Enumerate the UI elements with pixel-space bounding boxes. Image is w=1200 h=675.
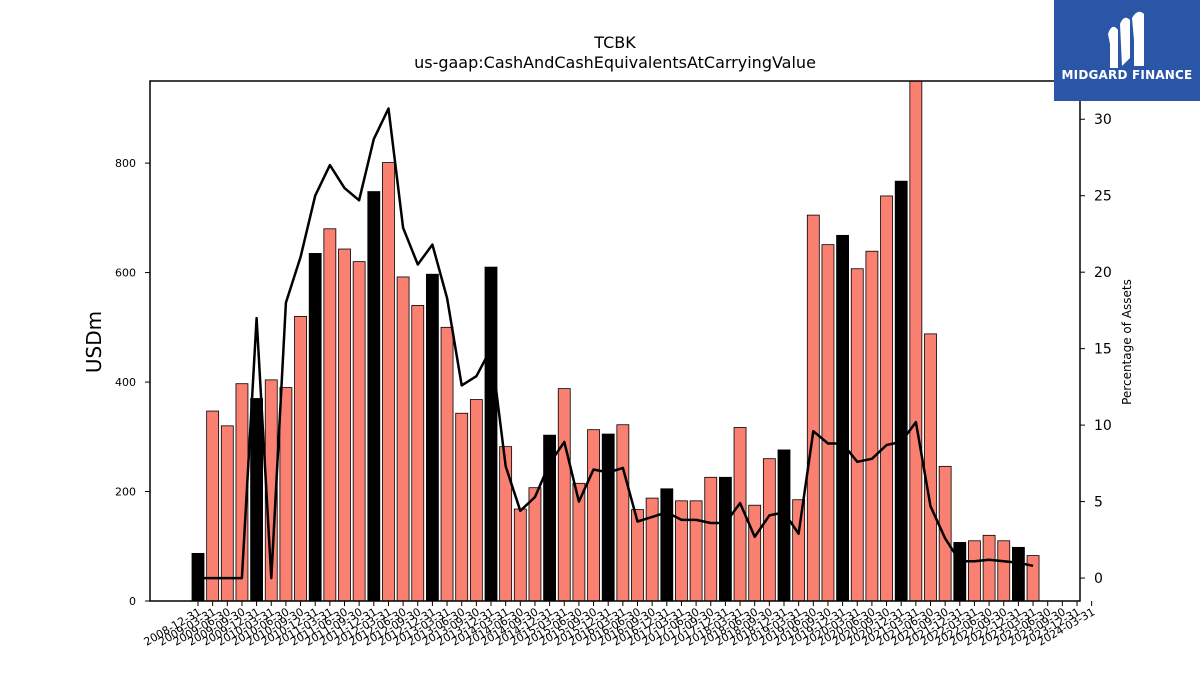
x-axis-ticks: 2008-12-312009-03-312009-06-302009-09-30… [142, 601, 1097, 649]
logo-background [1054, 0, 1200, 101]
y2-tick-label: 25 [1094, 189, 1112, 205]
bar-2009-03-31 [206, 410, 220, 602]
bar-2020-06-30 [865, 250, 879, 602]
bar-2021-03-31 [909, 80, 923, 602]
bar-2014-12-31 [543, 434, 556, 602]
y2-axis-label: Percentage of Assets [1120, 279, 1134, 405]
bar-2019-12-31 [836, 234, 849, 602]
bar-2022-06-30 [982, 534, 996, 602]
bar-2012-06-30 [396, 276, 410, 602]
y-tick-label: 600 [115, 267, 136, 280]
bar-2022-12-31 [1012, 546, 1025, 602]
bar-2022-09-30 [997, 540, 1011, 602]
logo-text: MIDGARD FINANCE [1061, 68, 1193, 82]
bar-2016-09-30 [645, 497, 659, 602]
bar-2011-06-30 [338, 248, 351, 602]
bar-2017-03-31 [675, 500, 688, 602]
bar-2017-09-30 [704, 476, 718, 602]
bar-2010-09-30 [294, 315, 307, 602]
y2-axis-ticks: 0 5 10 15 20 25 30 [1080, 112, 1112, 587]
percentage-line-series [198, 107, 1034, 580]
plot-frame [149, 80, 1081, 602]
y2-tick-label: 20 [1094, 265, 1112, 281]
bar-2009-12-31 [250, 398, 264, 602]
bar-2017-12-31 [719, 476, 732, 602]
bar-2013-03-31 [440, 326, 454, 602]
bar-2012-03-31 [382, 162, 395, 602]
bar-2011-12-31 [367, 191, 381, 602]
bar-2018-06-30 [748, 504, 762, 602]
bar-2020-03-31 [850, 268, 864, 602]
bar-2013-09-30 [469, 399, 483, 602]
y2-tick-label: 10 [1094, 418, 1112, 434]
bar-2021-09-30 [938, 465, 952, 602]
y-tick-label: 400 [115, 376, 136, 389]
bar-2021-06-30 [924, 333, 937, 602]
bar-2014-09-30 [528, 487, 542, 602]
y2-tick-label: 30 [1094, 112, 1112, 128]
bar-2021-12-31 [953, 542, 967, 602]
percentage-line [198, 107, 1034, 580]
y-tick-label: 0 [129, 595, 136, 608]
bar-2012-09-30 [411, 305, 425, 602]
bar-2018-12-31 [777, 449, 791, 602]
bar-2015-03-31 [557, 388, 571, 602]
bar-2018-09-30 [762, 458, 776, 602]
bar-2019-03-31 [792, 499, 806, 602]
chart-subtitle: us-gaap:CashAndCashEquivalentsAtCarrying… [414, 53, 816, 72]
bar-2022-03-31 [968, 540, 981, 602]
bar-2009-06-30 [220, 425, 234, 602]
bar-2010-06-30 [279, 387, 293, 602]
bar-2013-06-30 [455, 412, 469, 602]
bar-2011-03-31 [323, 228, 337, 602]
bar-2019-09-30 [821, 244, 835, 602]
bar-series [191, 80, 1040, 602]
y-axis-ticks: 0 200 400 600 800 [115, 157, 150, 608]
bar-2016-03-31 [616, 424, 630, 602]
bar-2015-12-31 [601, 433, 615, 602]
y2-tick-label: 15 [1094, 342, 1112, 358]
y2-tick-label: 5 [1094, 495, 1103, 511]
bar-2017-06-30 [689, 500, 703, 602]
bar-2011-09-30 [352, 261, 366, 602]
y-axis-label: USDm [82, 311, 106, 373]
bar-2016-12-31 [660, 488, 674, 602]
brand-logo: MIDGARD FINANCE [1054, 0, 1200, 101]
bar-2023-03-31 [1026, 555, 1040, 602]
bar-2012-12-31 [425, 273, 439, 602]
bar-2020-12-31 [894, 180, 908, 602]
bar-2016-06-30 [631, 509, 644, 602]
bar-2014-06-30 [513, 508, 527, 602]
bar-2013-12-31 [484, 266, 498, 602]
chart-title: TCBK [593, 33, 636, 52]
logo-mark-icon [1108, 11, 1144, 68]
bar-2010-12-31 [308, 253, 322, 602]
y-tick-label: 800 [115, 157, 136, 170]
y-tick-label: 200 [115, 486, 136, 499]
bar-2020-09-30 [880, 195, 893, 602]
y2-tick-label: 0 [1094, 571, 1103, 587]
bar-2015-09-30 [587, 429, 600, 602]
bar-2019-06-30 [806, 214, 820, 602]
